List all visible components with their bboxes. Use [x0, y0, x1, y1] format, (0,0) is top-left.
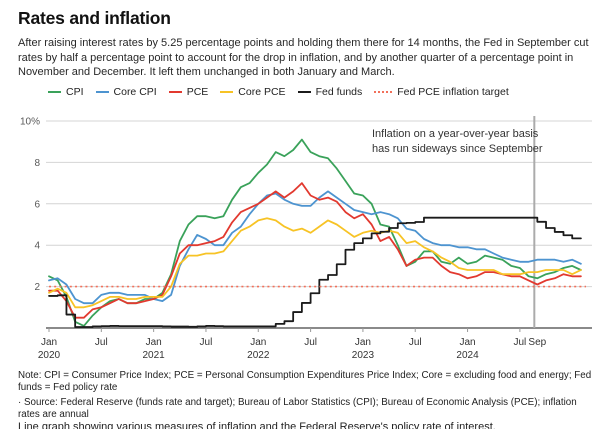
legend-label: Fed PCE inflation target	[397, 86, 509, 98]
legend-swatch-icon	[220, 91, 234, 93]
legend-label: Core CPI	[113, 86, 157, 98]
x-axis-tick-label: Jul	[200, 337, 213, 348]
legend-item-cpi: CPI	[48, 86, 84, 98]
x-axis-year-label: 2024	[456, 350, 479, 361]
x-axis-year-label: 2023	[352, 350, 375, 361]
legend-swatch-icon	[374, 91, 393, 93]
x-axis-tick-label: Jul	[95, 337, 108, 348]
source-line: · Source: Federal Reserve (funds rate an…	[18, 397, 577, 420]
legend-label: Fed funds	[315, 86, 363, 98]
legend-item-pce: PCE	[168, 86, 209, 98]
series-line-pce	[48, 182, 582, 319]
inflation-line-chart: 10% 8 6 4 2 Jan 2020 Jul Jan 2021 Jul Jan 2022 Jul Jan…	[20, 116, 592, 361]
y-axis-tick-label: 8	[34, 158, 40, 169]
x-axis-year-label: 2022	[247, 350, 270, 361]
x-axis-tick-label: Jan	[250, 337, 266, 348]
legend-item-core-cpi: Core CPI	[95, 86, 157, 98]
legend-label: CPI	[66, 86, 84, 98]
annotation-text: Inflation on a year-over-year basis	[372, 128, 539, 140]
legend-swatch-icon	[297, 91, 311, 93]
x-axis-tick-label: Jul	[304, 337, 317, 348]
series-line-core-pce	[48, 217, 582, 309]
x-axis-year-label: 2020	[38, 350, 61, 361]
note-definitions: Note: CPI = Consumer Price Index; PCE = …	[18, 370, 592, 393]
x-axis-tick-label: Jul	[409, 337, 422, 348]
annotation-text: has run sideways since September	[372, 143, 543, 155]
legend-swatch-icon	[48, 91, 61, 93]
chart-legend: CPI Core CPI PCE Core PCE Fed funds Fed PCE i…	[48, 86, 509, 98]
page-title: Rates and inflation	[18, 8, 171, 28]
x-axis-tick-label: Jan	[41, 337, 57, 348]
x-axis-tick-label: Sep	[528, 337, 546, 348]
legend-swatch-icon	[168, 91, 182, 93]
legend-item-core-pce: Core PCE	[220, 86, 286, 98]
chart-area: 10% 8 6 4 2 Jan 2020 Jul Jan 2021 Jul Jan 2022 Jul Jan…	[0, 103, 601, 365]
y-axis-tick-label: 10%	[20, 117, 40, 128]
legend-label: PCE	[186, 86, 209, 98]
legend-item-fed-pce-inflation-target: Fed PCE inflation target	[374, 86, 509, 98]
legend-item-fed-funds: Fed funds	[297, 86, 363, 98]
x-axis-tick-label: Jan	[459, 337, 475, 348]
y-axis-tick-label: 6	[34, 199, 40, 210]
y-axis-tick-label: 4	[34, 241, 40, 252]
x-axis-tick-label: Jul	[513, 337, 526, 348]
footnotes: Note: CPI = Consumer Price Index; PCE = …	[18, 370, 593, 429]
legend-swatch-icon	[95, 91, 109, 93]
series-line-fed-funds	[48, 216, 582, 328]
intro-paragraph: After raising interest rates by 5.25 per…	[18, 37, 589, 78]
legend-label: Core PCE	[238, 86, 286, 98]
x-axis-tick-label: Jan	[146, 337, 162, 348]
series-line-cpi	[48, 138, 582, 327]
x-axis-tick-label: Jan	[355, 337, 371, 348]
y-axis-tick-label: 2	[34, 282, 40, 293]
alt-text-caption: Line graph showing various measures of i…	[18, 421, 496, 429]
series-line-core-cpi	[48, 190, 582, 305]
x-axis-year-label: 2021	[143, 350, 166, 361]
